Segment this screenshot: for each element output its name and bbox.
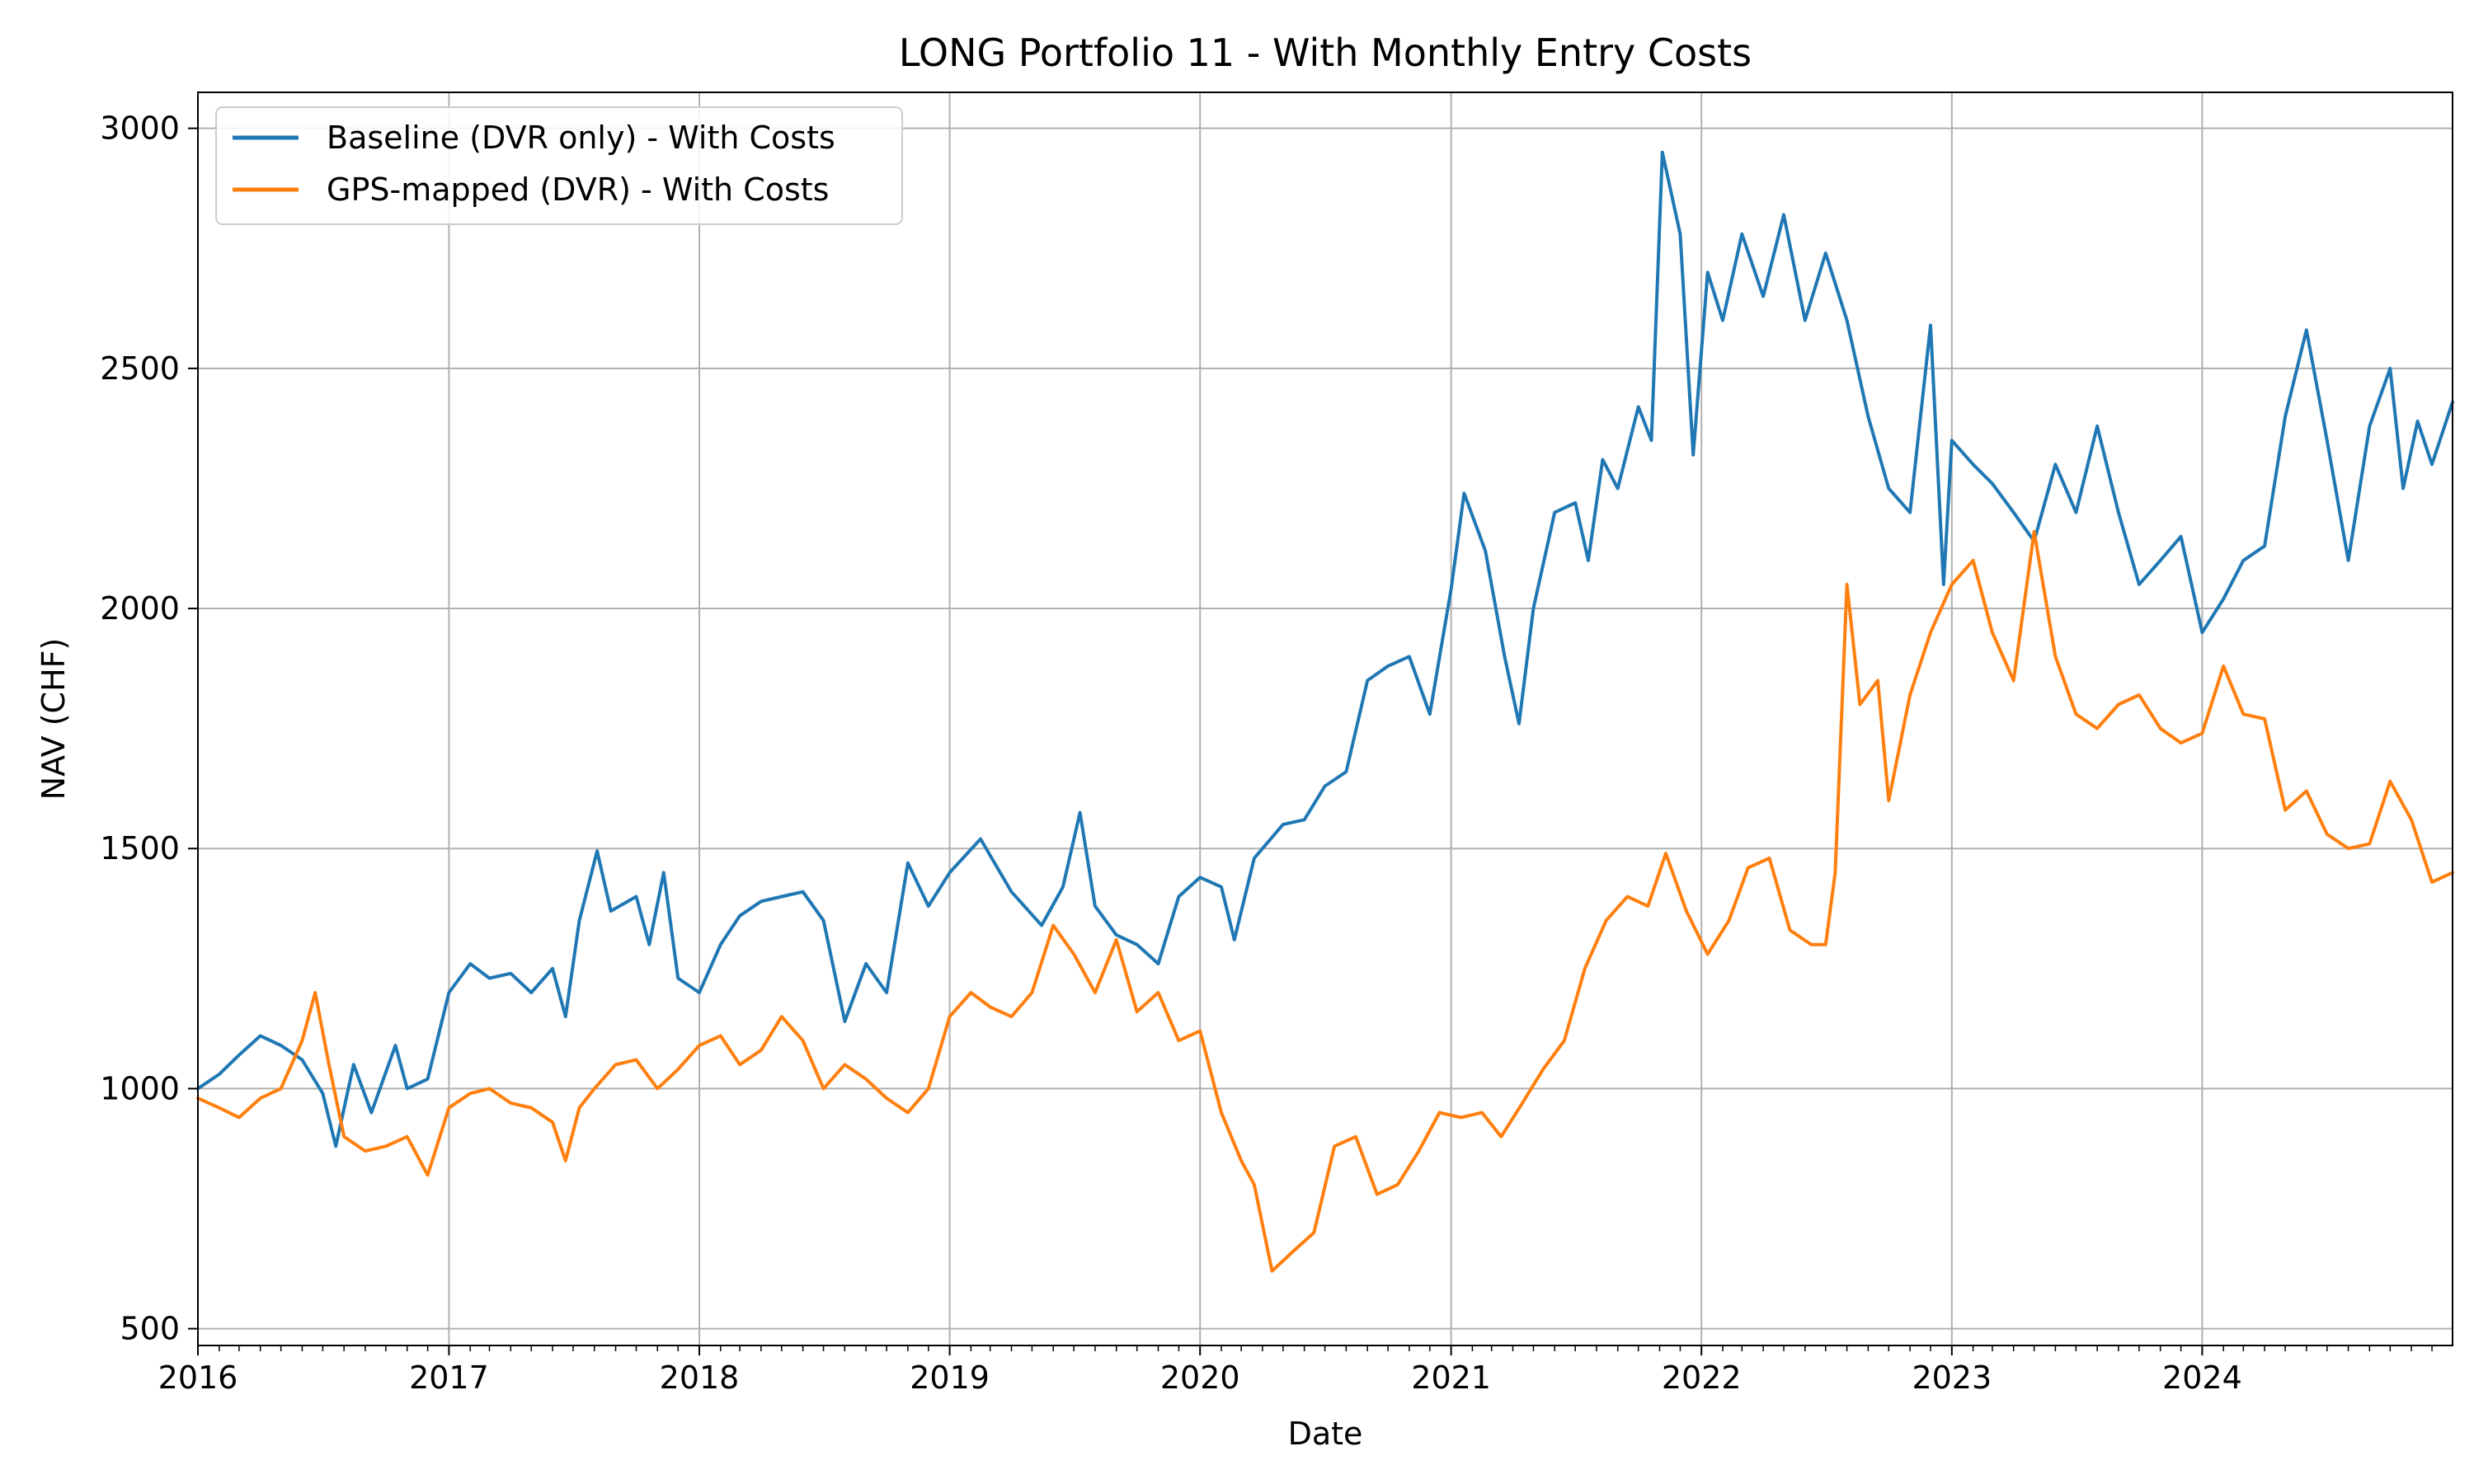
y-tick-label: 2000 [100,590,180,627]
chart-title: LONG Portfolio 11 - With Monthly Entry C… [899,31,1752,75]
x-tick-label: 2024 [2162,1360,2242,1396]
legend-box [215,106,903,225]
plot-area [196,92,2454,1346]
x-tick-label: 2017 [409,1360,489,1396]
x-tick-label: 2023 [1912,1360,1992,1396]
y-tick-label: 3000 [100,110,180,147]
x-tick-label: 2020 [1160,1360,1240,1396]
y-axis: 500 1000 1500 2000 2500 3000 [100,110,198,1347]
legend-label-gps-mapped: GPS-mapped (DVR) - With Costs [327,171,829,208]
plot-background [198,92,2453,1345]
y-tick-label: 1500 [100,830,180,866]
legend-label-baseline: Baseline (DVR only) - With Costs [327,120,835,156]
x-tick-label: 2016 [158,1360,238,1396]
y-axis-title: NAV (CHF) [35,638,72,801]
y-tick-label: 1000 [100,1070,180,1106]
series-lines [196,150,2454,1273]
y-tick-label: 2500 [100,350,180,387]
legend: Baseline (DVR only) - With Costs GPS-map… [215,106,903,225]
x-tick-label: 2021 [1411,1360,1491,1396]
grid-lines [197,92,2453,1345]
series-line-baseline [196,150,2454,1148]
x-axis-title: Date [1288,1416,1363,1452]
x-axis: 2016 2017 2018 2019 2020 2021 2022 2023 2024 [158,1345,2433,1396]
x-tick-label: 2019 [910,1360,990,1396]
x-tick-label: 2022 [1662,1360,1742,1396]
series-line-gps-mapped [196,529,2454,1273]
x-tick-label: 2018 [660,1360,740,1396]
y-tick-label: 500 [120,1311,180,1347]
